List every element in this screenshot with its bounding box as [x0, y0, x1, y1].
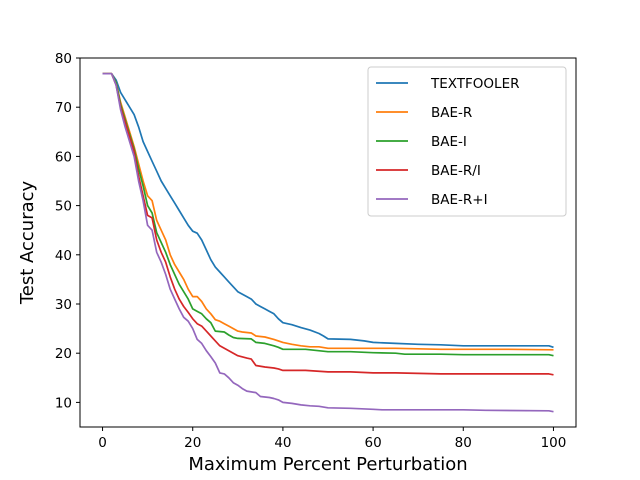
- y-tick-label: 20: [55, 346, 72, 362]
- y-tick-label: 40: [55, 248, 72, 264]
- x-axis-title: Maximum Percent Perturbation: [188, 454, 467, 475]
- x-tick-label: 20: [184, 435, 201, 451]
- legend-label-3: BAE-R/I: [431, 163, 481, 179]
- series-line-1: [102, 72, 554, 351]
- x-axis: 0 20 40 60 80 100: [98, 427, 566, 451]
- series-line-0: [102, 72, 554, 349]
- x-tick-label: 80: [455, 435, 472, 451]
- y-axis-title: Test Accuracy: [17, 180, 38, 305]
- x-tick-label: 100: [541, 435, 567, 451]
- y-tick-label: 80: [55, 51, 72, 67]
- legend-label-1: BAE-R: [431, 105, 472, 121]
- x-tick-label: 0: [98, 435, 107, 451]
- plot-frame: [79, 57, 577, 428]
- legend-label-0: TEXTFOOLER: [430, 76, 519, 92]
- series-line-2: [102, 72, 554, 357]
- y-axis: 10 20 30 40 50 60 70 80: [55, 51, 80, 411]
- y-tick-label: 50: [55, 199, 72, 215]
- y-tick-label: 10: [55, 395, 72, 411]
- series-line-4: [102, 72, 554, 413]
- y-tick-label: 60: [55, 149, 72, 165]
- series-line-3: [102, 72, 554, 376]
- x-tick-label: 40: [274, 435, 291, 451]
- y-tick-label: 70: [55, 100, 72, 116]
- legend-label-2: BAE-I: [431, 134, 467, 150]
- legend: TEXTFOOLER BAE-R BAE-I BAE-R/I BAE-R+I: [367, 66, 567, 217]
- x-tick-label: 60: [364, 435, 381, 451]
- series-layer: [102, 72, 554, 413]
- y-tick-label: 30: [55, 297, 72, 313]
- legend-box: [367, 66, 567, 217]
- legend-label-4: BAE-R+I: [431, 192, 488, 208]
